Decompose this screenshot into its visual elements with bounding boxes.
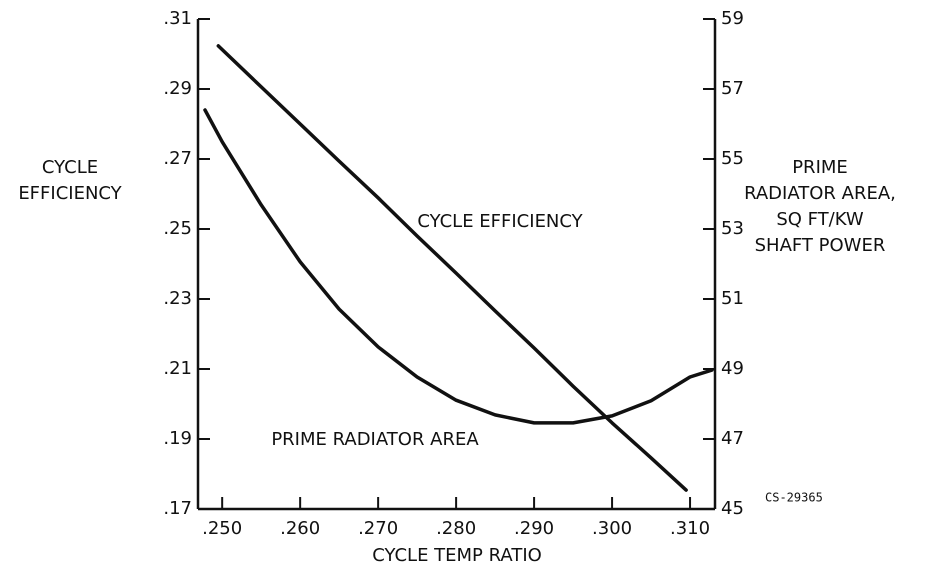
y-tick-label: .27 [163, 148, 192, 169]
y-tick-label: .31 [163, 8, 192, 29]
y2-tick-label: 47 [721, 428, 744, 449]
x-tick-label: .310 [670, 518, 710, 539]
x-tick-label: .280 [436, 518, 476, 539]
y-tick-label: .19 [163, 428, 192, 449]
annotation: CS-29365 [765, 491, 823, 505]
series-line [203, 108, 714, 425]
y-tick-label: .23 [163, 288, 192, 309]
series-label: CYCLE EFFICIENCY [417, 211, 583, 232]
series-line [216, 44, 688, 492]
y2-tick-label: 55 [721, 148, 744, 169]
y2-tick-label: 45 [721, 498, 744, 519]
y2-tick-label: 59 [721, 8, 744, 29]
y-axis-label: CYCLE [42, 157, 98, 178]
y-tick-label: .29 [163, 78, 192, 99]
y2-tick-label: 49 [721, 358, 744, 379]
x-tick-label: .250 [202, 518, 242, 539]
x-axis-label: CYCLE TEMP RATIO [372, 545, 542, 566]
y2-tick-label: 53 [721, 218, 744, 239]
x-tick-label: .300 [592, 518, 632, 539]
y2-axis-label: SHAFT POWER [755, 235, 886, 256]
y2-tick-label: 51 [721, 288, 744, 309]
y-tick-label: .25 [163, 218, 192, 239]
y-axis-label: EFFICIENCY [18, 183, 122, 204]
y2-axis-label: RADIATOR AREA, [744, 183, 896, 204]
y2-tick-label: 57 [721, 78, 744, 99]
x-tick-label: .260 [280, 518, 320, 539]
y-tick-label: .21 [163, 358, 192, 379]
y2-axis-label: SQ FT/KW [776, 209, 864, 230]
y2-axis-label: PRIME [792, 157, 848, 178]
x-tick-label: .270 [358, 518, 398, 539]
series-label: PRIME RADIATOR AREA [271, 429, 479, 450]
x-tick-label: .290 [514, 518, 554, 539]
y-tick-label: .17 [163, 498, 192, 519]
